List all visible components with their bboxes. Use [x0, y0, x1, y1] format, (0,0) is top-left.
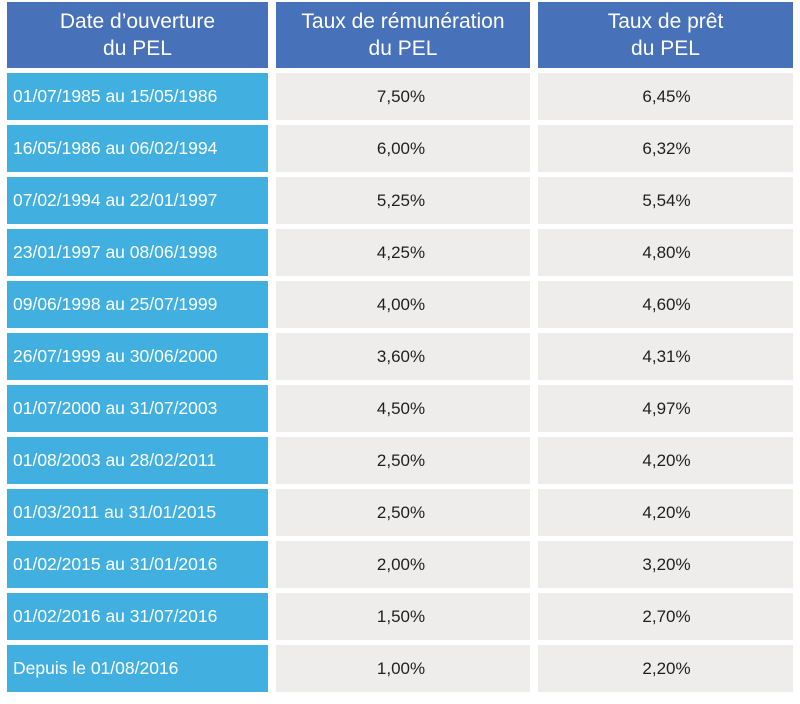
header-remuneration-rate-line1: Taux de rémunération — [301, 10, 505, 33]
loan-rate-cell: 6,45% — [538, 73, 793, 120]
remuneration-value: 4,00% — [376, 294, 426, 314]
period-cell: 01/02/2016 au 31/07/2016 — [7, 593, 268, 640]
remuneration-value: 2,50% — [376, 502, 426, 522]
table-row: 01/07/1985 au 15/05/1986 7,50% 6,45% — [7, 73, 793, 120]
loan-rate-cell: 5,54% — [538, 177, 793, 224]
remuneration-value: 2,00% — [376, 554, 426, 574]
period-cell: Depuis le 01/08/2016 — [7, 645, 268, 692]
header-loan-rate: Taux de prêt du PEL — [537, 2, 793, 68]
loan-rate-cell: 4,80% — [538, 229, 793, 276]
header-opening-date-line1: Date d’ouverture — [59, 10, 216, 33]
header-opening-date: Date d’ouverture du PEL — [7, 2, 268, 68]
loan-rate-value: 6,32% — [642, 138, 691, 158]
table-row: 01/07/2000 au 31/07/2003 4,50% 4,97% — [7, 385, 793, 432]
period-text: Depuis le 01/08/2016 — [13, 658, 179, 678]
period-cell: 07/02/1994 au 22/01/1997 — [7, 177, 268, 224]
remuneration-cell: 2,50% — [276, 489, 530, 536]
period-text: 01/03/2011 au 31/01/2015 — [13, 502, 217, 522]
table-header: Date d’ouverture du PEL Taux de rémunéra… — [7, 2, 793, 68]
period-cell: 01/08/2003 au 28/02/2011 — [7, 437, 268, 484]
remuneration-cell: 1,50% — [276, 593, 530, 640]
remuneration-cell: 3,60% — [276, 333, 530, 380]
period-text: 16/05/1986 au 06/02/1994 — [13, 138, 218, 158]
remuneration-cell: 7,50% — [276, 73, 530, 120]
period-cell: 01/07/1985 au 15/05/1986 — [7, 73, 268, 120]
loan-rate-value: 4,31% — [642, 346, 691, 366]
remuneration-value: 4,50% — [376, 398, 426, 418]
remuneration-value: 7,50% — [376, 86, 426, 106]
table-row: 01/03/2011 au 31/01/2015 2,50% 4,20% — [7, 489, 793, 536]
remuneration-value: 1,00% — [376, 658, 426, 678]
table-row: 07/02/1994 au 22/01/1997 5,25% 5,54% — [7, 177, 793, 224]
period-text: 01/02/2016 au 31/07/2016 — [13, 606, 218, 626]
remuneration-value: 4,25% — [376, 242, 426, 262]
table-row: 23/01/1997 au 08/06/1998 4,25% 4,80% — [7, 229, 793, 276]
period-cell: 09/06/1998 au 25/07/1999 — [7, 281, 268, 328]
period-cell: 01/07/2000 au 31/07/2003 — [7, 385, 268, 432]
remuneration-cell: 4,00% — [276, 281, 530, 328]
period-cell: 26/07/1999 au 30/06/2000 — [7, 333, 268, 380]
pel-rates-table: Date d’ouverture du PEL Taux de rémunéra… — [7, 2, 793, 697]
loan-rate-value: 4,60% — [642, 294, 691, 314]
period-text: 01/08/2003 au 28/02/2011 — [13, 450, 217, 470]
loan-rate-cell: 4,97% — [538, 385, 793, 432]
header-remuneration-rate-line2: du PEL — [368, 37, 438, 60]
table-row: Depuis le 01/08/2016 1,00% 2,20% — [7, 645, 793, 692]
loan-rate-cell: 2,70% — [538, 593, 793, 640]
header-loan-rate-line1: Taux de prêt — [607, 10, 724, 33]
loan-rate-value: 4,20% — [642, 502, 691, 522]
loan-rate-cell: 4,31% — [538, 333, 793, 380]
remuneration-cell: 4,25% — [276, 229, 530, 276]
loan-rate-cell: 3,20% — [538, 541, 793, 588]
period-text: 01/02/2015 au 31/01/2016 — [13, 554, 218, 574]
loan-rate-value: 2,70% — [642, 606, 691, 626]
table-row: 01/02/2016 au 31/07/2016 1,50% 2,70% — [7, 593, 793, 640]
table-row: 09/06/1998 au 25/07/1999 4,00% 4,60% — [7, 281, 793, 328]
period-text: 07/02/1994 au 22/01/1997 — [13, 190, 218, 210]
header-remuneration-rate: Taux de rémunération du PEL — [275, 2, 530, 68]
period-text: 09/06/1998 au 25/07/1999 — [13, 294, 218, 314]
remuneration-cell: 2,50% — [276, 437, 530, 484]
loan-rate-cell: 6,32% — [538, 125, 793, 172]
period-text: 26/07/1999 au 30/06/2000 — [13, 346, 218, 366]
header-loan-rate-line2: du PEL — [631, 37, 700, 60]
period-text: 01/07/1985 au 15/05/1986 — [13, 86, 218, 106]
remuneration-cell: 2,00% — [276, 541, 530, 588]
period-text: 23/01/1997 au 08/06/1998 — [13, 242, 218, 262]
header-opening-date-line2: du PEL — [103, 37, 172, 60]
remuneration-value: 1,50% — [376, 606, 426, 626]
table-row: 26/07/1999 au 30/06/2000 3,60% 4,31% — [7, 333, 793, 380]
table-row: 01/02/2015 au 31/01/2016 2,00% 3,20% — [7, 541, 793, 588]
period-text: 01/07/2000 au 31/07/2003 — [13, 398, 218, 418]
loan-rate-cell: 4,60% — [538, 281, 793, 328]
remuneration-cell: 5,25% — [276, 177, 530, 224]
period-cell: 01/03/2011 au 31/01/2015 — [7, 489, 268, 536]
loan-rate-value: 4,97% — [642, 398, 691, 418]
remuneration-cell: 4,50% — [276, 385, 530, 432]
period-cell: 23/01/1997 au 08/06/1998 — [7, 229, 268, 276]
loan-rate-value: 2,20% — [642, 658, 691, 678]
period-cell: 01/02/2015 au 31/01/2016 — [7, 541, 268, 588]
table-row: 01/08/2003 au 28/02/2011 2,50% 4,20% — [7, 437, 793, 484]
loan-rate-cell: 2,20% — [538, 645, 793, 692]
remuneration-value: 5,25% — [376, 190, 426, 210]
loan-rate-value: 6,45% — [642, 86, 691, 106]
loan-rate-cell: 4,20% — [538, 489, 793, 536]
remuneration-value: 6,00% — [376, 138, 426, 158]
loan-rate-value: 4,20% — [642, 450, 691, 470]
loan-rate-cell: 4,20% — [538, 437, 793, 484]
remuneration-cell: 1,00% — [276, 645, 530, 692]
loan-rate-value: 3,20% — [642, 554, 691, 574]
remuneration-cell: 6,00% — [276, 125, 530, 172]
remuneration-value: 3,60% — [376, 346, 426, 366]
table-row: 16/05/1986 au 06/02/1994 6,00% 6,32% — [7, 125, 793, 172]
remuneration-value: 2,50% — [376, 450, 426, 470]
period-cell: 16/05/1986 au 06/02/1994 — [7, 125, 268, 172]
loan-rate-value: 5,54% — [642, 190, 691, 210]
loan-rate-value: 4,80% — [642, 242, 691, 262]
